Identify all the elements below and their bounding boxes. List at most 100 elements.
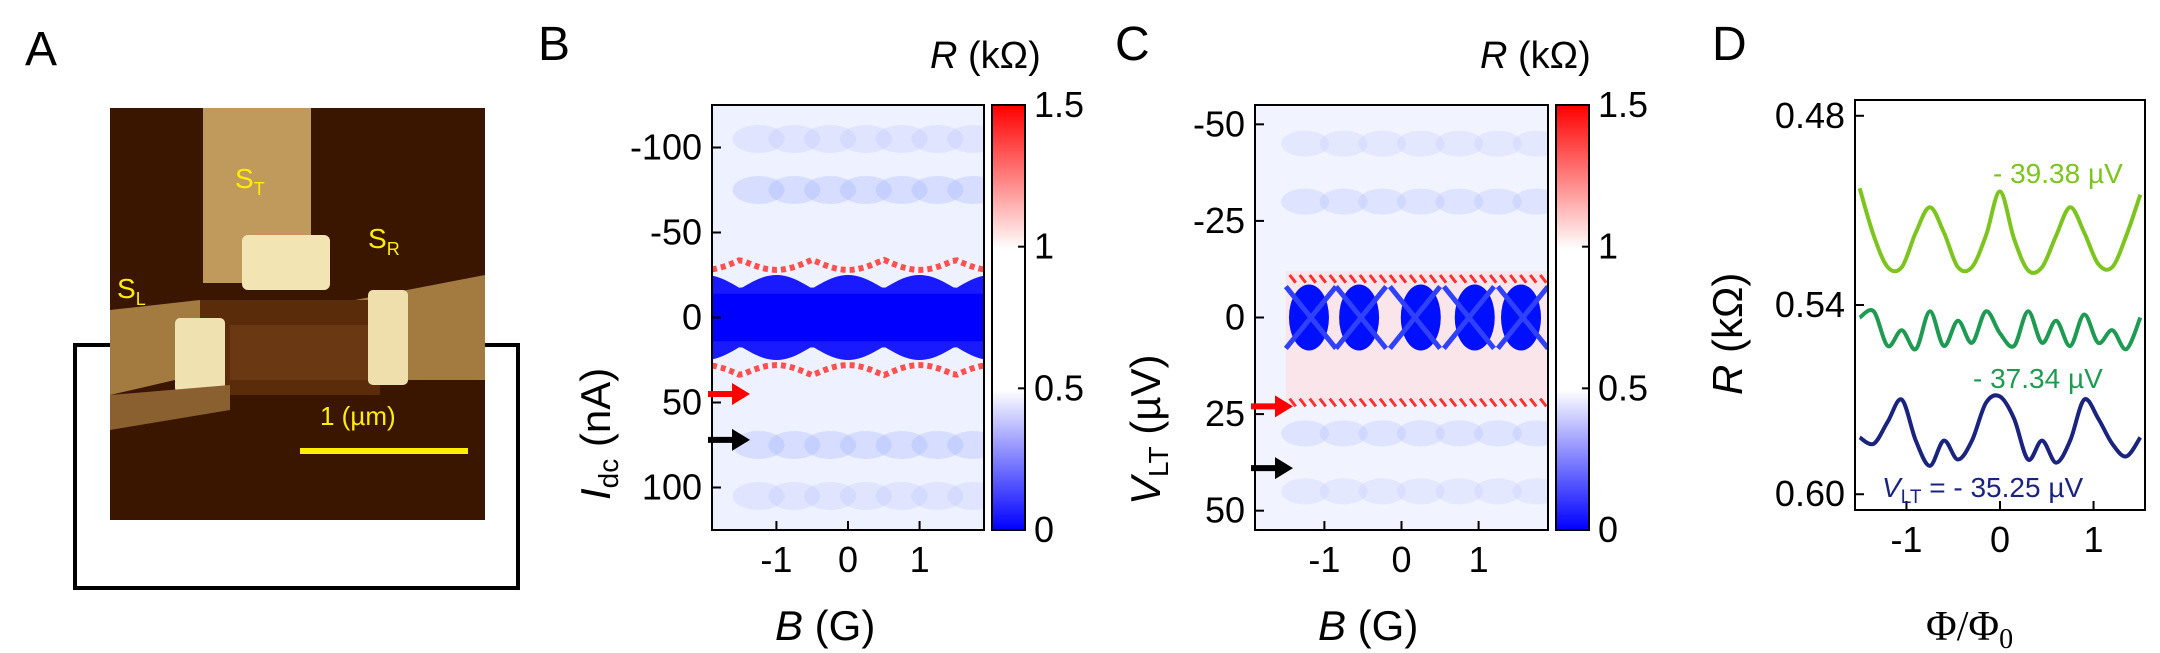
scale-bar (300, 448, 468, 454)
axis-d-ytick-label: 0.48 (1775, 95, 1845, 136)
heatmap-b-lobe (804, 482, 857, 510)
colorbar-title-c: R (kΩ) (1480, 35, 1591, 77)
label-s-left: SL (117, 273, 146, 309)
heatmap-c-red-fringe (1398, 274, 1408, 284)
heatmap-c-red-fringe (1408, 397, 1418, 408)
series-line-1 (1857, 187, 2143, 275)
heatmap-c-lobe (1319, 420, 1368, 447)
heatmap-c-red-fringe (1519, 274, 1528, 284)
heatmap-c-red-fringe (1428, 397, 1438, 408)
panel-d: D 0.60 0.54 0.48 -1 0 1 R (kΩ) Φ/Φ0 - 39.38 µ… (1704, 18, 2146, 653)
heatmap-c-red-fringe (1539, 274, 1548, 284)
heatmap-c-lobe (1396, 188, 1445, 215)
axis-c-xtick-label: -1 (1308, 539, 1340, 580)
heatmap-c-red-fringe (1509, 397, 1518, 408)
heatmap-b-lobe (768, 176, 821, 204)
colorbar-b-ticks: 1.5 1 0.5 0 (1018, 84, 1084, 550)
contact-s-top (242, 235, 330, 290)
arrows-c (1251, 395, 1293, 480)
contact-s-right (368, 290, 408, 385)
heatmap-b-lobe (732, 125, 785, 153)
series-line-3 (1858, 393, 2142, 468)
heatmap-b-lobe (839, 176, 892, 204)
axis-c-xtick-label: 1 (1469, 539, 1489, 580)
x-label-c: B (G) (1318, 602, 1418, 649)
axis-b-xtick-label: 1 (910, 539, 930, 580)
heatmap-b-lobe (911, 431, 964, 459)
heatmap-b-lobe (768, 482, 821, 510)
heatmap-c-lobe (1358, 420, 1407, 447)
axis-d-xtick-label: 0 (1990, 519, 2010, 560)
colorbar-title-b: R (kΩ) (930, 35, 1041, 77)
curve-label-3: VLT = - 35.25 µV (1882, 472, 2083, 508)
arrows-b (708, 383, 750, 451)
heatmap-c-lobe (1435, 130, 1484, 157)
contact-s-left (175, 318, 225, 393)
heatmap-c-red-fringe (1328, 397, 1337, 408)
heatmap-b-lobe (947, 482, 984, 510)
arrow-b-red-head (732, 383, 750, 405)
axis-c-xtick-label: 0 (1391, 539, 1411, 580)
heatmap-c-red-fringe (1328, 274, 1337, 284)
label-s-right: SR (368, 223, 400, 259)
axis-c-ytick-label: 25 (1205, 393, 1245, 434)
axis-b-xtick-label: -1 (760, 539, 792, 580)
heatmap-c-cross-line (1387, 285, 1442, 350)
heatmap-c-lobe (1319, 188, 1368, 215)
heatmap-c-red-fringe (1529, 397, 1538, 408)
y-label-b: Idc (nA) (572, 368, 624, 500)
lead-bottom-left (110, 385, 230, 430)
heatmap-c-red-fringe (1488, 274, 1498, 284)
heatmap-c-red-fringe (1288, 274, 1297, 284)
heatmap-c-red-fringe (1499, 397, 1508, 408)
heatmap-c-lobe (1396, 478, 1445, 505)
axes-d: 0.60 0.54 0.48 -1 0 1 (1775, 95, 2104, 560)
colorbar-b (991, 104, 1026, 531)
axis-b-ytick-label: -50 (650, 212, 702, 253)
panel-b: B R (kΩ) 100 50 0 -50 -100 -1 0 1 Idc (nA) B (G… (538, 18, 1084, 649)
curve-label-2: - 37.34 µV (1973, 363, 2103, 394)
heatmap-b-red-fringe-bottom (712, 362, 984, 379)
heatmap-c-features (1281, 130, 1548, 505)
heatmap-c-red-fringe (1478, 274, 1488, 284)
panel-label-c: C (1115, 18, 1150, 71)
heatmap-c-lobe (1396, 130, 1445, 157)
heatmap-c-red-fringe (1539, 397, 1548, 408)
arrow-c-red-head (1275, 395, 1293, 418)
colorbar-b-tick-label: 1.5 (1034, 84, 1084, 125)
heatmap-b-lobe (947, 176, 984, 204)
heatmap-b-blue-core (712, 293, 984, 342)
heatmap-c-red-fringe (1519, 397, 1528, 408)
colorbar-c-tick-label: 1 (1598, 226, 1618, 267)
panel-label-d: D (1712, 18, 1747, 71)
heatmap-b-lobe (875, 431, 928, 459)
heatmap-b-lobe (875, 482, 928, 510)
plot-d-curves (1857, 187, 2143, 468)
heatmap-c-lobe (1473, 478, 1522, 505)
heatmap-b-lobe (839, 431, 892, 459)
colorbar-b-tick-label: 0.5 (1034, 367, 1084, 408)
heatmap-b-lobe (911, 125, 964, 153)
heatmap-c-red-fringe (1448, 397, 1458, 408)
colorbar-c-tick-label: 1.5 (1598, 84, 1648, 125)
heatmap-c-lobe (1473, 188, 1522, 215)
heatmap-c (1255, 105, 1548, 530)
heatmap-c-red-fringe (1338, 397, 1348, 408)
heatmap-b-lobe (804, 176, 857, 204)
colorbar-c-tick-label: 0.5 (1598, 367, 1648, 408)
heatmap-c-red-fringe (1308, 397, 1317, 408)
axes-b: 100 50 0 -50 -100 -1 0 1 (630, 127, 930, 581)
junction-core (230, 325, 380, 380)
heatmap-c-lobe (1281, 420, 1330, 447)
heatmap-c-lobe (1512, 130, 1548, 157)
axis-c-ytick-label: -50 (1193, 103, 1245, 144)
heatmap-c-cross-line (1334, 285, 1389, 350)
heatmap-c-red-fringe (1499, 274, 1508, 284)
heatmap-c-lobe (1435, 420, 1484, 447)
heatmap-b-lobe (732, 176, 785, 204)
heatmap-b-lobe (911, 176, 964, 204)
heatmap-c-red-fringe (1368, 274, 1378, 284)
heatmap-c-red-fringe (1358, 397, 1368, 408)
